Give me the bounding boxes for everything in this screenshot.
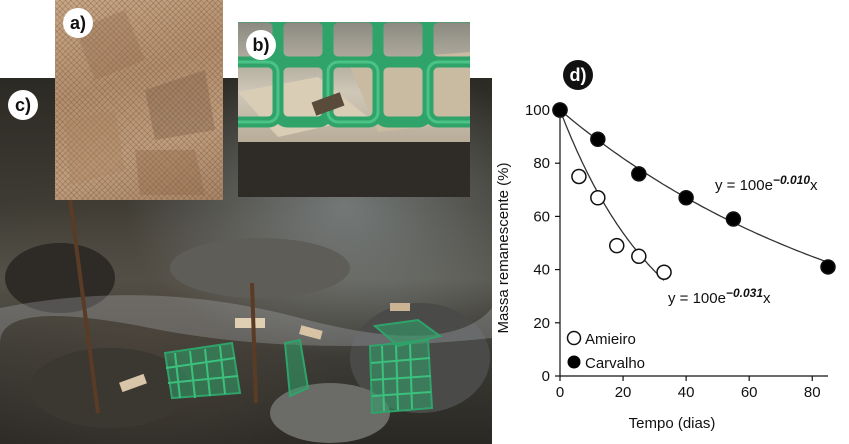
legend: Amieiro Carvalho <box>566 330 645 372</box>
data-point-amieiro <box>631 248 647 265</box>
legend-label-amieiro: Amieiro <box>585 331 636 348</box>
x-tick-label: 40 <box>678 384 695 401</box>
data-point-amieiro <box>552 102 568 118</box>
leaf <box>390 303 410 311</box>
panel-label-c: c) <box>8 90 38 120</box>
x-axis-label: Tempo (dias) <box>629 415 716 432</box>
legend-marker-carvalho <box>567 355 581 369</box>
mesh-bag <box>283 338 310 398</box>
green-mesh <box>238 22 470 197</box>
mesh-bag <box>372 318 443 348</box>
mesh-bag <box>163 341 242 400</box>
data-point-amieiro <box>609 237 625 254</box>
panel-label-a: a) <box>63 8 93 38</box>
x-tick-label: 60 <box>741 384 758 401</box>
rock <box>30 348 190 428</box>
equation-amieiro-prefix: y = 100e <box>668 290 726 307</box>
equation-carvalho-prefix: y = 100e <box>715 177 773 194</box>
fine-mesh-photo: a) <box>55 0 223 200</box>
legend-marker-amieiro <box>566 330 582 346</box>
data-point-amieiro <box>590 190 606 206</box>
data-point-carvalho <box>725 211 742 227</box>
y-tick-label: 100 <box>525 102 550 119</box>
data-points <box>552 102 836 281</box>
legend-label-carvalho: Carvalho <box>585 355 645 372</box>
data-point-amieiro <box>656 264 672 281</box>
mesh-bag <box>368 338 434 415</box>
data-point-carvalho <box>820 259 836 275</box>
panel-label-b: b) <box>246 30 276 60</box>
y-tick-label: 60 <box>533 208 550 225</box>
x-tick-label: 80 <box>804 384 821 401</box>
x-tick-label: 0 <box>556 384 564 401</box>
leaf <box>299 325 323 340</box>
rock <box>270 383 390 443</box>
y-axis-label: Massa remanescente (%) <box>495 163 512 334</box>
stake <box>68 197 100 414</box>
equation-amieiro-suffix: x <box>763 290 771 307</box>
equation-carvalho-suffix: x <box>810 177 818 194</box>
data-point-amieiro <box>571 168 587 185</box>
equation-amieiro-exponent: −0.031 <box>726 286 763 300</box>
stake <box>250 282 258 404</box>
equation-carvalho: y = 100e−0.010x <box>715 173 818 194</box>
coarse-mesh-photo: b) <box>238 22 470 197</box>
fit-curves <box>559 109 829 281</box>
y-tick-label: 80 <box>533 155 550 172</box>
data-point-carvalho <box>552 102 568 118</box>
data-point-carvalho <box>678 190 694 206</box>
data-point-carvalho <box>631 166 647 182</box>
data-point-carvalho <box>590 131 606 148</box>
equation-amieiro: y = 100e−0.031x <box>668 286 771 307</box>
rock <box>170 238 350 298</box>
y-tick-label: 20 <box>533 315 550 332</box>
equation-carvalho-exponent: −0.010 <box>773 173 810 187</box>
y-tick-label: 40 <box>533 262 550 279</box>
fit-curve-amieiro <box>559 109 665 281</box>
leaf <box>235 318 265 328</box>
rock <box>5 243 115 313</box>
leaf <box>119 373 147 393</box>
leaf-litter <box>65 10 215 195</box>
stream-scene <box>0 197 492 443</box>
chart-axes: 0 20 40 60 80 0 20 40 60 80 100 <box>525 102 828 401</box>
x-tick-label: 20 <box>615 384 632 401</box>
y-tick-label: 0 <box>542 368 550 385</box>
fit-curve-carvalho <box>559 109 829 263</box>
panel-label-d: d) <box>563 60 593 90</box>
